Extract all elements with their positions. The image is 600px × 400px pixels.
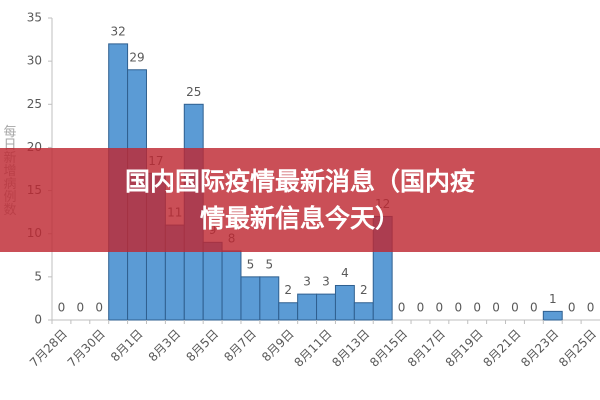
bar [278,302,299,321]
value-label: 0 [454,301,462,315]
value-label: 0 [436,301,444,315]
value-label: 0 [58,301,66,315]
value-label: 1 [549,292,557,306]
x-tick-label: 8月21日 [480,327,523,370]
bar [353,302,374,321]
x-tick-label: 8月17日 [405,327,448,370]
value-label: 32 [110,24,125,38]
x-tick-label: 8月5日 [184,327,222,365]
value-label: 4 [341,266,349,280]
bar [334,284,355,321]
x-tick-label: 8月23日 [518,327,561,370]
value-label: 3 [303,275,311,289]
value-label: 0 [95,301,103,315]
x-tick-label: 8月7日 [221,327,259,365]
value-label: 0 [473,301,481,315]
x-tick-label: 8月25日 [556,327,599,370]
x-tick-label: 8月13日 [329,327,372,370]
bar [259,276,280,321]
y-tick-label: 35 [27,11,42,25]
y-tick-label: 0 [34,313,42,327]
bar [297,293,318,321]
bar [221,250,242,321]
x-tick-label: 7月28日 [27,327,70,370]
value-label: 0 [587,301,595,315]
x-tick-label: 8月1日 [108,327,146,365]
x-tick-label: 8月11日 [292,327,335,370]
value-label: 2 [284,283,292,297]
value-label: 0 [417,301,425,315]
value-label: 0 [398,301,406,315]
bar [202,241,223,321]
y-tick-label: 5 [34,269,42,283]
value-label: 0 [568,301,576,315]
banner [0,148,600,252]
x-tick-label: 8月19日 [443,327,486,370]
bar [240,276,261,321]
value-label: 0 [77,301,85,315]
value-label: 0 [530,301,538,315]
value-label: 5 [247,257,255,271]
value-label: 0 [492,301,500,315]
x-tick-label: 8月9日 [259,327,297,365]
banner-text: 情最新信息今天） [200,204,400,233]
y-tick-label: 30 [27,54,42,68]
value-label: 2 [360,283,368,297]
bar [542,310,563,321]
bar [316,293,336,321]
x-tick-label: 8月3日 [146,327,184,365]
value-label: 29 [129,50,144,64]
x-tick-label: 8月15日 [367,327,410,370]
y-tick-label: 25 [27,97,42,111]
value-label: 25 [186,85,201,99]
banner-text: 国内国际疫情最新消息（国内疫 [125,167,475,196]
value-label: 5 [265,257,273,271]
value-label: 3 [322,275,330,289]
value-label: 0 [511,301,519,315]
x-tick-label: 7月30日 [65,327,108,370]
